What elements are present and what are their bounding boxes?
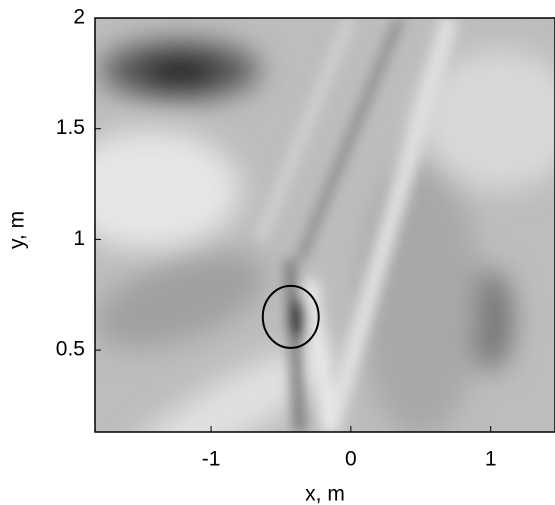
- y-axis-label: y, m: [6, 211, 29, 249]
- plot-frame: [94, 17, 555, 433]
- y-tick-label: 1.5: [56, 116, 85, 139]
- x-tick-label: 1: [485, 448, 497, 471]
- x-axis-label: x, m: [305, 483, 345, 505]
- x-tick-label: -1: [202, 448, 221, 471]
- heatmap-field: [95, 18, 555, 432]
- x-tick-label: 0: [345, 448, 357, 471]
- y-tick-label: 1: [73, 227, 85, 250]
- y-tick-label: 0.5: [56, 338, 85, 361]
- marker-circle: [261, 284, 320, 349]
- y-tick-label: 2: [73, 6, 85, 29]
